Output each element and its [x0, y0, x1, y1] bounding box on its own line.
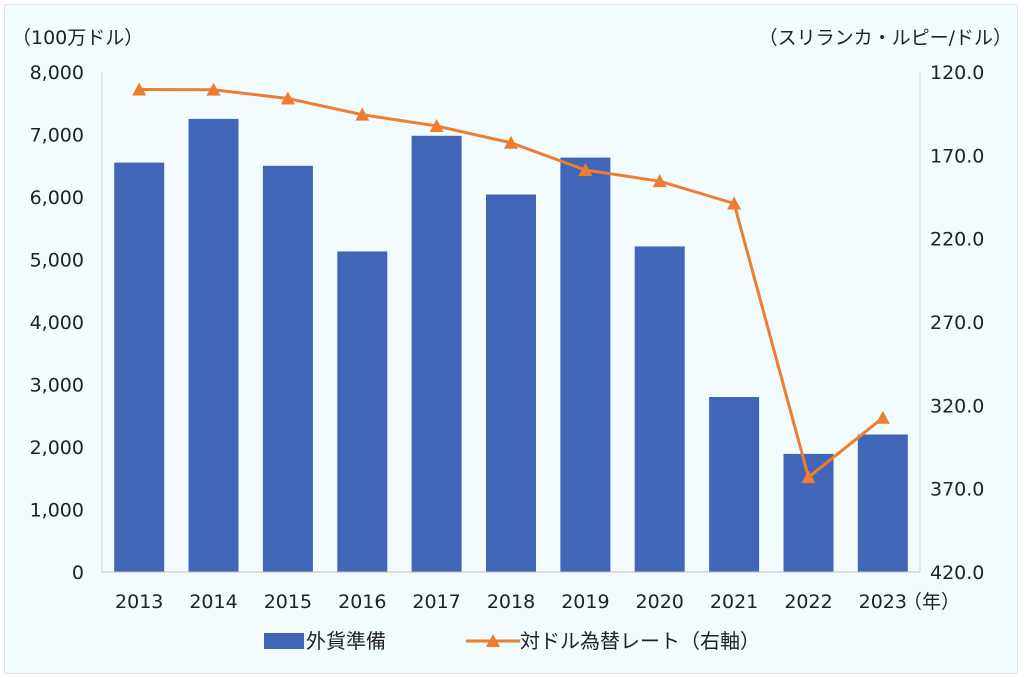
left-tick-label: 0 [72, 562, 84, 584]
right-tick-label: 220.0 [930, 229, 984, 251]
left-tick-label: 4,000 [30, 312, 84, 334]
legend-label-bar: 外貨準備 [306, 629, 386, 653]
legend-swatch-bar [264, 633, 304, 649]
rate-marker-2022 [801, 470, 816, 484]
bar-2015 [262, 165, 313, 573]
x-tick-label: 2013 [115, 591, 163, 613]
left-tick-label: 2,000 [30, 437, 84, 459]
right-tick-label: 370.0 [930, 479, 984, 501]
x-axis-unit-label: （年） [903, 591, 960, 613]
x-tick-label: 2017 [412, 591, 460, 613]
bar-2014 [188, 118, 239, 573]
x-tick-label: 2020 [636, 591, 684, 613]
bar-2023 [857, 434, 908, 572]
rate-marker-2016 [355, 107, 370, 121]
bars-group [114, 118, 908, 573]
x-tick-label: 2015 [264, 591, 312, 613]
rate-marker-2017 [429, 119, 444, 132]
rate-marker-2014 [206, 82, 221, 96]
left-tick-label: 6,000 [30, 187, 84, 209]
rate-marker-2021 [727, 196, 742, 210]
x-tick-label: 2016 [338, 591, 386, 613]
bar-2016 [337, 251, 388, 572]
line-series-group [132, 82, 890, 484]
x-tick-label: 2022 [784, 591, 832, 613]
rate-marker-2015 [280, 91, 295, 105]
right-tick-label: 270.0 [930, 312, 984, 334]
bar-2019 [560, 157, 611, 572]
x-tick-label: 2014 [189, 591, 237, 613]
x-tick-label: 2018 [487, 591, 535, 613]
right-axis-ticks: 120.0 170.0 220.0 270.0 320.0 370.0 420.0 [930, 62, 984, 584]
right-tick-label: 170.0 [930, 145, 984, 167]
left-axis-ticks: 0 1,000 2,000 3,000 4,000 5,000 6,000 7,000 8,00… [30, 62, 84, 584]
left-tick-label: 8,000 [30, 62, 84, 84]
x-tick-label: 2019 [561, 591, 609, 613]
left-tick-label: 1,000 [30, 500, 84, 522]
x-axis-ticks: 2013 2014 2015 2016 2017 2018 2019 2020 2021 2022… [115, 591, 907, 613]
legend-label-line: 対ドル為替レート（右軸） [520, 629, 760, 653]
rate-marker-2019 [578, 163, 593, 176]
x-tick-label: 2023 [859, 591, 907, 613]
right-tick-label: 420.0 [930, 562, 984, 584]
right-tick-label: 320.0 [930, 395, 984, 417]
bar-2020 [634, 246, 685, 572]
bar-2013 [114, 162, 165, 572]
legend: 外貨準備 対ドル為替レート（右軸） [264, 629, 760, 653]
left-tick-label: 7,000 [30, 125, 84, 147]
left-tick-label: 5,000 [30, 250, 84, 272]
x-tick-label: 2021 [710, 591, 758, 613]
left-tick-label: 3,000 [30, 375, 84, 397]
rate-marker-2020 [652, 174, 667, 188]
rate-marker-2023 [875, 410, 890, 424]
bar-2021 [709, 397, 760, 572]
right-axis-unit-label: （スリランカ・ルピー/ドル） [759, 27, 1012, 49]
left-axis-unit-label: （100万ドル） [12, 27, 143, 49]
bar-2017 [411, 135, 462, 573]
rate-marker-2013 [132, 82, 147, 96]
legend-swatch-marker [486, 634, 500, 647]
bar-2018 [486, 194, 536, 572]
right-tick-label: 120.0 [930, 62, 984, 84]
rate-marker-2018 [504, 135, 518, 149]
